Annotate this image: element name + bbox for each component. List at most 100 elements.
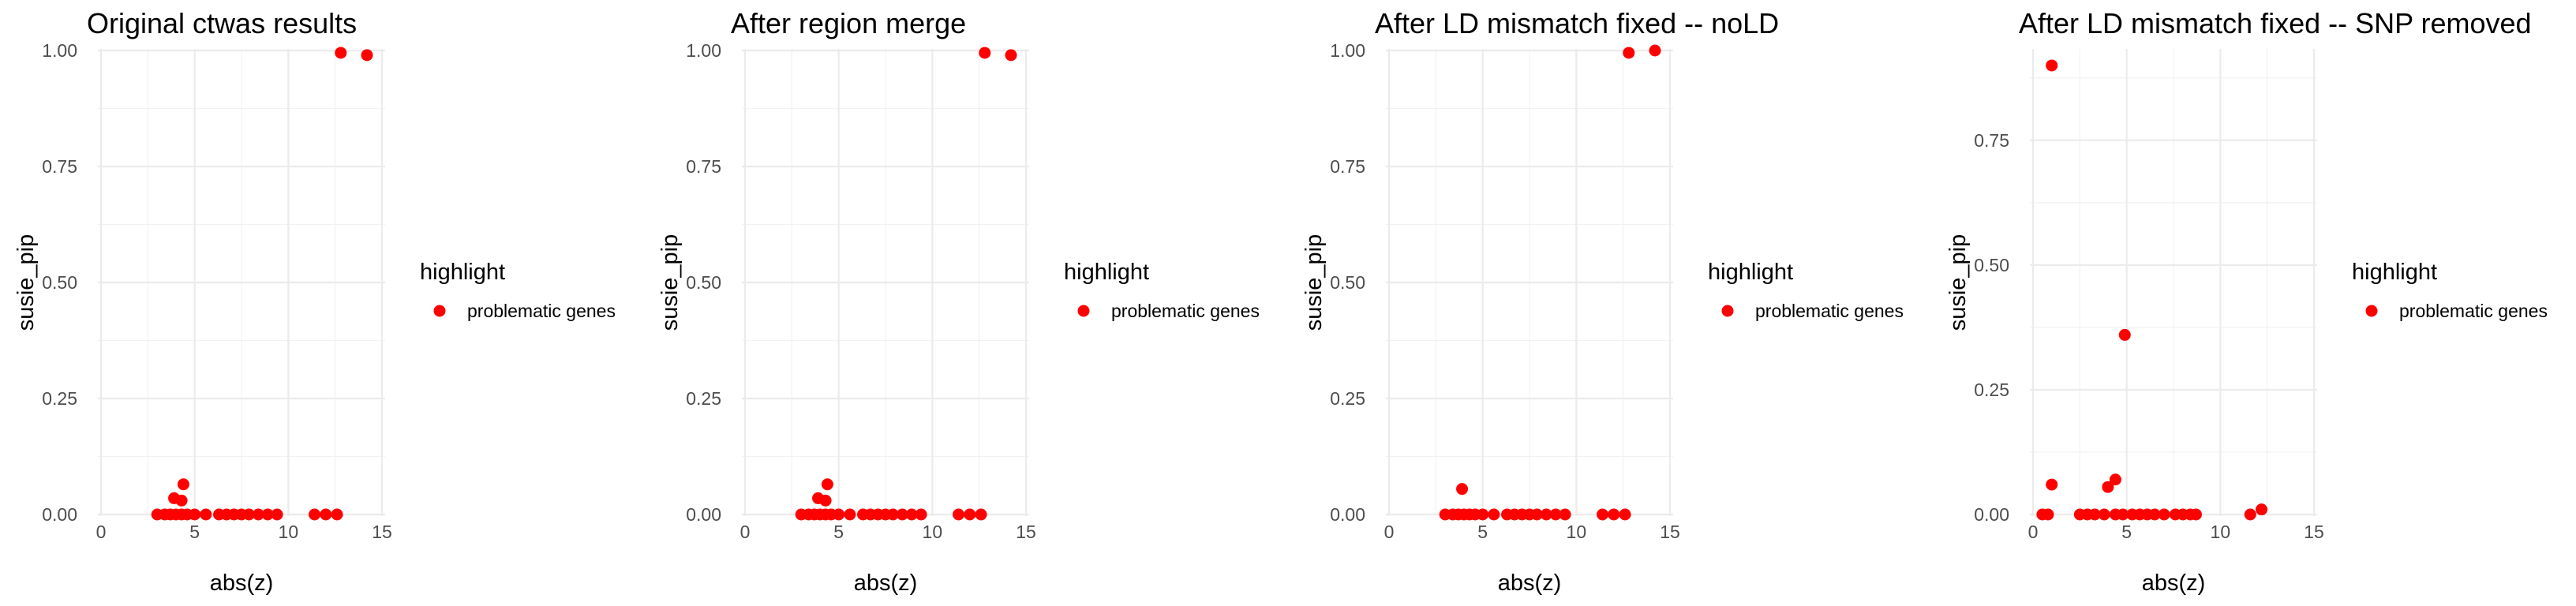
x-tick-label: 15 [372, 522, 392, 542]
data-point [1477, 508, 1489, 521]
y-tick-label: 0.25 [686, 388, 721, 409]
y-tick-label: 0.75 [1974, 130, 2009, 151]
data-point [819, 494, 832, 507]
data-point [2148, 508, 2161, 521]
x-tick-label: 10 [1567, 522, 1587, 542]
data-point [261, 508, 274, 521]
y-tick-label: 0.00 [686, 504, 721, 525]
x-axis-label: abs(z) [854, 570, 918, 596]
data-point [979, 47, 991, 59]
chart-panel-4: 0 5 10 15 0.00 0.25 0.50 0.75 After LD mismatch … [1945, 7, 2548, 596]
data-point [1456, 483, 1469, 496]
x-tick-label: 0 [740, 522, 751, 542]
data-point [1005, 49, 1017, 62]
legend-label: problematic genes [467, 301, 616, 321]
data-point [964, 508, 976, 521]
x-tick-label: 5 [2121, 522, 2132, 542]
data-point [177, 478, 189, 491]
y-tick-label: 0.25 [42, 388, 77, 409]
y-tick-label: 0.75 [686, 156, 721, 177]
data-point [252, 508, 264, 521]
data-point [896, 508, 908, 521]
y-tick-label: 0.75 [1330, 156, 1365, 177]
data-point [331, 508, 343, 521]
legend-title: highlight [1064, 260, 1149, 285]
data-point [175, 494, 188, 507]
x-tick-label: 5 [833, 522, 844, 542]
data-point [886, 508, 899, 521]
data-point [1619, 508, 1631, 521]
chart-title: After LD mismatch fixed -- noLD [1375, 7, 1779, 39]
data-point [2109, 473, 2121, 486]
y-tick-label: 1.00 [42, 40, 77, 61]
data-point [2046, 478, 2058, 491]
data-point [242, 508, 255, 521]
chart-title: Original ctwas results [87, 7, 357, 39]
x-tick-label: 10 [279, 522, 299, 542]
data-point [335, 47, 347, 59]
y-tick-label: 0.75 [42, 156, 77, 177]
x-axis-label: abs(z) [210, 570, 274, 596]
legend-label: problematic genes [1755, 301, 1904, 321]
chart-title: After region merge [731, 7, 966, 39]
x-tick-label: 15 [2304, 522, 2324, 542]
x-tick-label: 5 [189, 522, 200, 542]
data-point [2088, 508, 2101, 521]
data-point [2117, 508, 2129, 521]
y-axis-label: susie_pip [1945, 234, 1971, 331]
data-point [2046, 59, 2058, 72]
data-point [320, 508, 332, 521]
y-tick-label: 0.50 [1974, 255, 2009, 275]
legend-title: highlight [2352, 260, 2437, 285]
x-tick-label: 15 [1016, 522, 1036, 542]
data-point [833, 508, 845, 521]
x-tick-label: 5 [1477, 522, 1488, 542]
chart-panel-2: 0 5 10 15 0.00 0.25 0.50 0.75 1.00 After region m… [657, 7, 1260, 596]
legend-key-dot [1721, 305, 1734, 317]
y-tick-label: 0.00 [42, 504, 77, 525]
data-point [1608, 508, 1620, 521]
data-point [905, 508, 918, 521]
x-axis-label: abs(z) [1498, 570, 1562, 596]
y-axis-label: susie_pip [657, 234, 683, 331]
x-axis-label: abs(z) [2142, 570, 2206, 596]
data-point [2256, 503, 2268, 516]
data-point [2189, 508, 2202, 521]
y-tick-label: 0.25 [1974, 380, 2009, 400]
data-point [1488, 508, 1500, 521]
data-point [1549, 508, 1562, 521]
data-point [2244, 508, 2256, 521]
legend: highlight problematic genes [420, 260, 616, 321]
legend: highlight problematic genes [2352, 260, 2548, 321]
legend-title: highlight [420, 260, 505, 285]
chart-panel-3: 0 5 10 15 0.00 0.25 0.50 0.75 1.00 After LD misma… [1301, 7, 1904, 596]
y-tick-label: 0.50 [686, 272, 721, 293]
data-point [2102, 481, 2114, 493]
data-point [189, 508, 201, 521]
data-point [821, 478, 833, 491]
legend-key-dot [1077, 305, 1090, 317]
data-point [1649, 44, 1661, 57]
data-point [975, 508, 987, 521]
y-tick-label: 0.25 [1330, 388, 1365, 409]
y-tick-label: 1.00 [686, 40, 721, 61]
legend-key-dot [433, 305, 446, 317]
legend-label: problematic genes [1111, 301, 1260, 321]
data-point [844, 508, 856, 521]
data-point [1540, 508, 1552, 521]
y-tick-label: 0.00 [1330, 504, 1365, 525]
x-tick-label: 15 [1660, 522, 1680, 542]
x-tick-label: 0 [1384, 522, 1395, 542]
y-tick-label: 0.50 [42, 272, 77, 293]
x-tick-label: 10 [2211, 522, 2231, 542]
legend-key-dot [2365, 305, 2378, 317]
data-point [953, 508, 965, 521]
data-point [1559, 508, 1571, 521]
data-point [361, 49, 373, 62]
data-point [2158, 508, 2170, 521]
legend-label: problematic genes [2399, 301, 2548, 321]
data-point [309, 508, 321, 521]
data-point [271, 508, 283, 521]
data-point [1530, 508, 1543, 521]
